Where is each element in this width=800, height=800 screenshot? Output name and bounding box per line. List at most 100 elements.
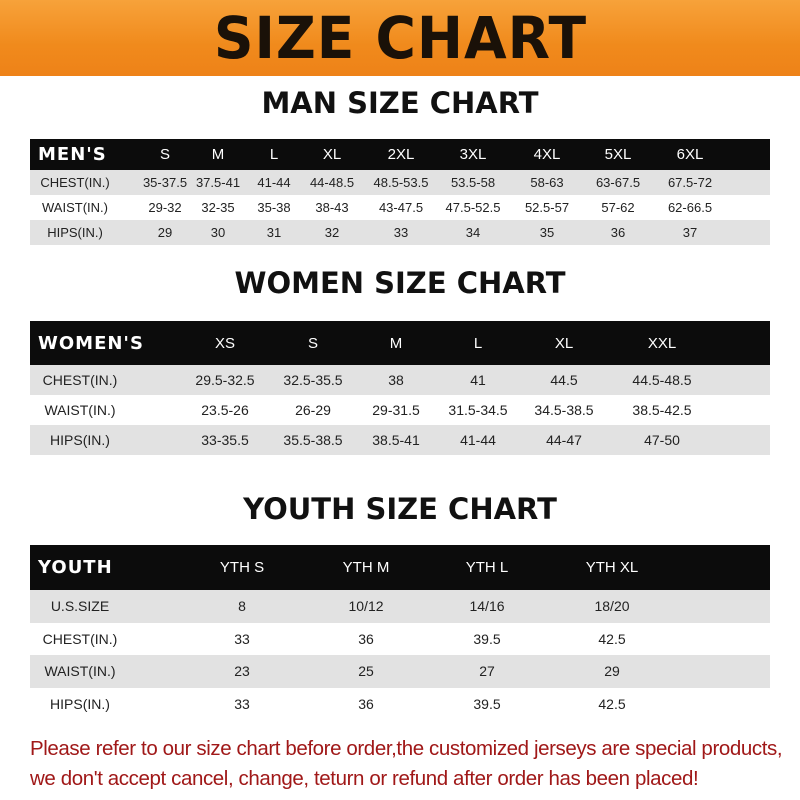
table-row: WAIST(IN.) 23 25 27 29 [30,655,770,688]
table-cell: 48.5-53.5 [373,175,429,190]
table-cell: 18/20 [594,598,630,615]
table-cell: 38.5-42.5 [632,402,692,418]
size-column-header: 2XL [387,146,415,163]
table-cell: 8 [238,598,246,615]
table-cell: 37 [682,225,698,240]
table-cell: 30 [210,225,226,240]
table-cell: 25 [358,663,374,680]
table-cell: 23.5-26 [201,402,249,418]
table-cell: 10/12 [348,598,384,615]
table-cell: 23 [234,663,250,680]
table-cell: 44.5 [550,372,578,388]
table-cell: 36 [358,695,374,712]
size-chart-banner: SIZE CHART [0,0,800,76]
size-column-header: M [389,334,403,352]
table-cell: 38 [388,372,404,388]
size-column-header: YTH XL [585,559,639,576]
table-cell: 14/16 [469,598,505,615]
size-column-header: 6XL [676,146,704,163]
table-cell: 47.5-52.5 [445,200,501,215]
table-row: WAIST(IN.) 23.5-26 26-29 29-31.5 31.5-34.5 34… [30,395,770,425]
table-cell: 42.5 [598,695,626,712]
table-header-label: YOUTH [38,557,113,578]
table-row: HIPS(IN.) 33 36 39.5 42.5 [30,687,770,720]
table-cell: 35.5-38.5 [283,432,343,448]
size-column-header: S [307,334,319,352]
table-cell: 33 [393,225,409,240]
men-section-title: MAN SIZE CHART [261,86,539,120]
table-cell: 29 [157,225,173,240]
table-cell: 35-38 [257,200,291,215]
table-cell: 41-44 [460,432,496,448]
table-cell: 44-47 [546,432,582,448]
size-column-header: S [159,146,171,163]
table-cell: 41-44 [257,175,291,190]
table-cell: 37.5-41 [195,175,241,190]
table-cell: 33-35.5 [201,432,249,448]
order-notice: Please refer to our size chart before or… [30,734,800,794]
table-header-row: YOUTH YTH S YTH M YTH L YTH XL [30,545,770,590]
table-cell: 43-47.5 [378,200,424,215]
table-cell: 41 [470,372,486,388]
table-cell: 36 [358,630,374,647]
row-label: CHEST(IN.) [40,175,110,190]
size-column-header: XS [214,334,236,352]
table-cell: 42.5 [598,630,626,647]
table-cell: 47-50 [644,432,680,448]
row-label: HIPS(IN.) [50,432,110,448]
table-cell: 31.5-34.5 [448,402,508,418]
table-cell: 58-63 [530,175,564,190]
banner-title: SIZE CHART [213,4,587,72]
table-row: U.S.SIZE 8 10/12 14/16 18/20 [30,590,770,623]
table-cell: 57-62 [601,200,635,215]
table-cell: 34 [465,225,481,240]
table-cell: 62-66.5 [667,200,713,215]
table-header-row: MEN'S S M L XL 2XL 3XL 4XL 5XL 6XL [30,139,770,170]
table-cell: 29-31.5 [372,402,420,418]
table-cell: 32.5-35.5 [283,372,343,388]
table-row: WAIST(IN.) 29-32 32-35 35-38 38-43 43-47.5 47.… [30,195,770,220]
table-header-label: MEN'S [38,144,107,165]
table-cell: 27 [479,663,495,680]
table-cell: 33 [234,695,250,712]
row-label: HIPS(IN.) [47,225,103,240]
row-label: CHEST(IN.) [42,372,118,388]
row-label: WAIST(IN.) [44,402,116,418]
table-row: HIPS(IN.) 33-35.5 35.5-38.5 38.5-41 41-44 44-… [30,425,770,455]
table-cell: 35-37.5 [142,175,188,190]
table-cell: 33 [234,630,250,647]
table-cell: 67.5-72 [667,175,713,190]
row-label: WAIST(IN.) [44,663,116,680]
row-label: CHEST(IN.) [42,630,118,647]
table-row: CHEST(IN.) 33 36 39.5 42.5 [30,622,770,655]
size-column-header: YTH S [219,559,265,576]
size-column-header: M [211,146,225,163]
table-cell: 38.5-41 [372,432,420,448]
row-label: WAIST(IN.) [42,200,108,215]
size-column-header: 4XL [533,146,561,163]
table-cell: 26-29 [295,402,331,418]
youth-section-title: YOUTH SIZE CHART [243,492,557,526]
size-column-header: 5XL [604,146,632,163]
table-header-row: WOMEN'S XS S M L XL XXL [30,321,770,365]
size-column-header: XL [554,334,574,352]
table-cell: 35 [539,225,555,240]
table-header-label: WOMEN'S [38,332,144,354]
table-cell: 34.5-38.5 [534,402,594,418]
table-cell: 52.5-57 [524,200,570,215]
table-cell: 29-32 [148,200,182,215]
table-cell: 29 [604,663,620,680]
row-label: U.S.SIZE [50,598,110,615]
size-column-header: L [473,334,483,352]
table-cell: 32 [324,225,340,240]
table-row: HIPS(IN.) 29 30 31 32 33 34 35 36 37 [30,220,770,245]
table-row: CHEST(IN.) 35-37.5 37.5-41 41-44 44-48.5 48.5… [30,170,770,195]
table-cell: 38-43 [315,200,349,215]
table-cell: 44.5-48.5 [632,372,692,388]
size-column-header: XXL [647,334,677,352]
size-column-header: L [269,146,279,163]
table-cell: 32-35 [201,200,235,215]
table-cell: 53.5-58 [450,175,496,190]
table-cell: 39.5 [473,695,501,712]
table-cell: 44-48.5 [309,175,355,190]
